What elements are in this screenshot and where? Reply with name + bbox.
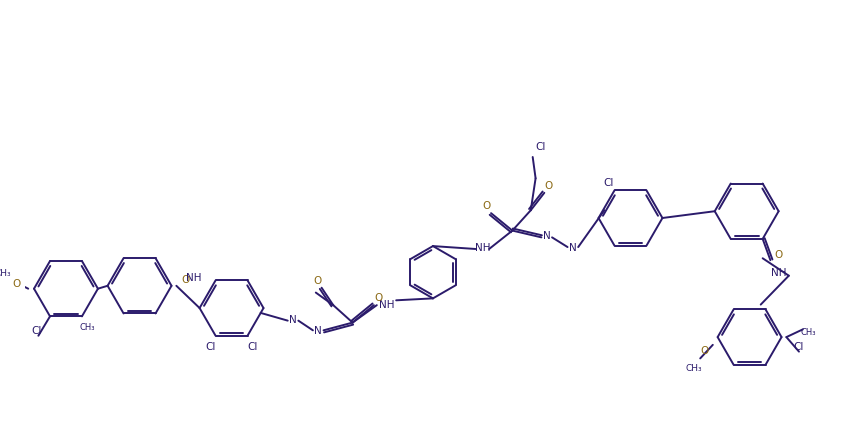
Text: O: O [375,293,383,303]
Text: CH₃: CH₃ [79,324,94,333]
Text: N: N [569,243,578,253]
Text: O: O [181,276,189,286]
Text: O: O [700,346,708,356]
Text: O: O [13,279,21,289]
Text: NH: NH [771,268,787,278]
Text: O: O [774,250,782,260]
Text: CH₃: CH₃ [801,328,817,337]
Text: NH: NH [186,273,201,283]
Text: N: N [289,315,296,325]
Text: Cl: Cl [536,142,546,152]
Text: Cl: Cl [604,177,614,187]
Text: Cl: Cl [794,342,804,352]
Text: NH: NH [379,300,394,310]
Text: Cl: Cl [248,342,258,352]
Text: O: O [544,181,552,191]
Text: NH: NH [475,243,490,253]
Text: CH₃: CH₃ [0,269,11,278]
Text: O: O [313,276,322,286]
Text: Cl: Cl [205,342,216,352]
Text: O: O [482,201,490,211]
Text: CH₃: CH₃ [685,364,701,373]
Text: N: N [314,326,322,336]
Text: N: N [543,232,552,242]
Text: Cl: Cl [31,326,41,336]
